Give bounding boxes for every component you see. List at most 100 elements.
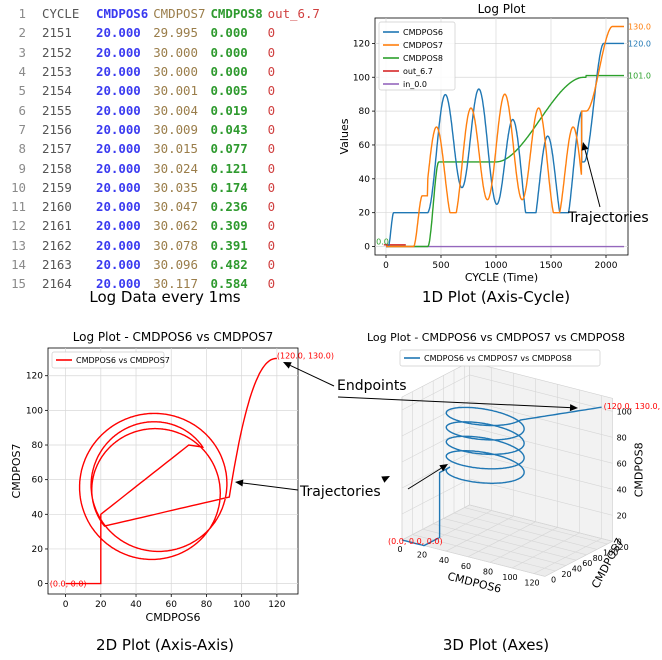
table-row: 3 2152 20.000 30.000 0.000 0 (4, 43, 325, 62)
cell-cmdpos8: 0.000 (210, 64, 248, 80)
z-tick-label: 80 (617, 433, 627, 442)
cell-out: 0 (267, 83, 276, 99)
cell-cmdpos8: 0.000 (210, 25, 248, 41)
table-row: 7 2156 20.000 30.009 0.043 0 (4, 120, 325, 139)
grid-line-z (401, 400, 470, 437)
cell-cycle: 2154 (42, 83, 72, 99)
cell-out: 0 (267, 121, 276, 137)
cell-cmdpos6: 20.000 (96, 237, 141, 253)
line-number: 9 (18, 160, 26, 176)
cell-cmdpos7: 30.015 (153, 141, 198, 157)
trajectories-arrow (584, 149, 601, 208)
grid-line-y (453, 512, 598, 550)
grid-line-z (401, 374, 470, 411)
x-axis-label: CYCLE (Time) (465, 271, 538, 284)
table-row: 12 2161 20.000 30.062 0.309 0 (4, 216, 325, 235)
y-tick-label: 120 (613, 543, 628, 552)
y-tick-label: 40 (572, 565, 582, 574)
x-tick-label: 20 (95, 600, 107, 610)
cell-cmdpos7: 30.117 (153, 276, 198, 292)
line-number: 7 (18, 121, 26, 137)
cell-out: 0 (267, 64, 276, 80)
line-number: 4 (18, 64, 26, 80)
cell-cmdpos8: 0.121 (210, 160, 248, 176)
line-number: 1 (18, 6, 26, 22)
table-row: 6 2155 20.000 30.004 0.019 0 (4, 100, 325, 119)
cell-out: 0 (267, 102, 276, 118)
z-tick-label: 100 (617, 407, 632, 416)
y-tick-label: 60 (582, 559, 592, 568)
grid-line-y (422, 528, 566, 566)
grid-line-z (469, 400, 613, 438)
cell-out: 0 (267, 141, 276, 157)
cell-cmdpos8: 0.482 (210, 257, 248, 272)
cell-cmdpos6: 20.000 (96, 160, 141, 176)
line-number: 15 (11, 276, 26, 292)
cell-out: 0 (267, 160, 276, 176)
cell-cmdpos8: 0.005 (210, 83, 248, 99)
y-tick-label: 0 (37, 580, 43, 590)
z-tick-label: 0 (617, 537, 622, 546)
cell-cmdpos7: 30.009 (153, 121, 198, 137)
y-tick-label: 40 (359, 175, 371, 185)
chart-title: Log Plot (478, 2, 526, 16)
cell-cmdpos8: 0.174 (210, 179, 248, 195)
header-out: out_6.7 (267, 6, 320, 22)
y-tick-label: 100 (26, 406, 43, 416)
trajectories-arrow-2d-head (235, 479, 244, 487)
cell-cycle: 2158 (42, 160, 72, 176)
table-header-row: 1 CYCLE CMDPOS6 CMDPOS7 CMDPOS8 out_6.7 (4, 4, 325, 23)
cell-cmdpos8: 0.000 (210, 44, 248, 60)
trajectory-line (401, 406, 602, 547)
cell-out: 0 (267, 25, 276, 41)
cell-cmdpos8: 0.043 (210, 121, 248, 137)
trajectories-arrow-3d-main (407, 467, 442, 490)
trajectory-line (65, 357, 277, 585)
cell-out: 0 (267, 179, 276, 195)
x-tick-label: 100 (233, 600, 250, 610)
endpoints-arrow (337, 396, 571, 409)
plot-3d-panel: Log Plot - CMDPOS6 vs CMDPOS7 vs CMDPOS8… (330, 322, 662, 660)
plot-2d-caption: 2D Plot (Axis-Axis) (96, 636, 234, 654)
table-row: 9 2158 20.000 30.024 0.121 0 (4, 158, 325, 177)
cell-cmdpos6: 20.000 (96, 141, 141, 157)
cell-cycle: 2152 (42, 44, 72, 60)
end-value-label: 130.0 (628, 22, 651, 31)
y-axis-label: Values (338, 118, 351, 154)
cell-cmdpos8: 0.309 (210, 218, 248, 234)
table-row: 15 2164 20.000 30.117 0.584 0 (4, 274, 325, 293)
legend-entry: in_0.0 (403, 80, 427, 89)
y-axis-label: CMDPOS7 (10, 444, 23, 499)
endpoints-arrow-2d-head (283, 362, 292, 369)
cell-cmdpos6: 20.000 (96, 218, 141, 234)
header-cycle: CYCLE (42, 6, 80, 22)
x-axis-label: CMDPOS6 (446, 570, 502, 596)
table-row: 13 2162 20.000 30.078 0.391 0 (4, 236, 325, 255)
grid-line-x (467, 521, 536, 558)
cell-out: 0 (267, 237, 276, 253)
x-tick-label: 100 (502, 573, 517, 582)
y-tick-label: 40 (32, 510, 44, 520)
grid-line-z (469, 452, 613, 490)
cell-out: 0 (267, 257, 276, 272)
y-tick-label: 80 (32, 441, 44, 451)
line-number: 2 (18, 25, 26, 41)
x-tick-label: 0 (383, 261, 389, 271)
start-point-label: (0.0, 0.0, 0.0) (388, 537, 443, 546)
x-tick-label: 120 (268, 600, 285, 610)
grid-line-z (401, 426, 470, 463)
start-value-label: 0.0 (376, 238, 389, 247)
plot-2d-panel: Log Plot - CMDPOS6 vs CMDPOS7 0 20 40 60 80 10… (0, 322, 407, 660)
trajectories-arrow-head (581, 142, 589, 151)
legend-box (399, 349, 601, 367)
cell-cycle: 2155 (42, 102, 72, 118)
cell-cmdpos7: 30.024 (153, 160, 198, 176)
x-axis-label: CMDPOS6 (146, 611, 201, 624)
y-tick-label: 120 (26, 372, 43, 382)
cell-cmdpos7: 30.062 (153, 218, 198, 234)
table-row: 8 2157 20.000 30.015 0.077 0 (4, 139, 325, 158)
end-value-label: 101.0 (628, 72, 651, 81)
header-cmdpos6: CMDPOS6 (96, 6, 149, 22)
plot-1d-panel: Log Plot 0 500 1000 1500 2000 0 20 40 60 80 100 120 C… (330, 0, 662, 310)
grid-line-z (469, 426, 613, 464)
